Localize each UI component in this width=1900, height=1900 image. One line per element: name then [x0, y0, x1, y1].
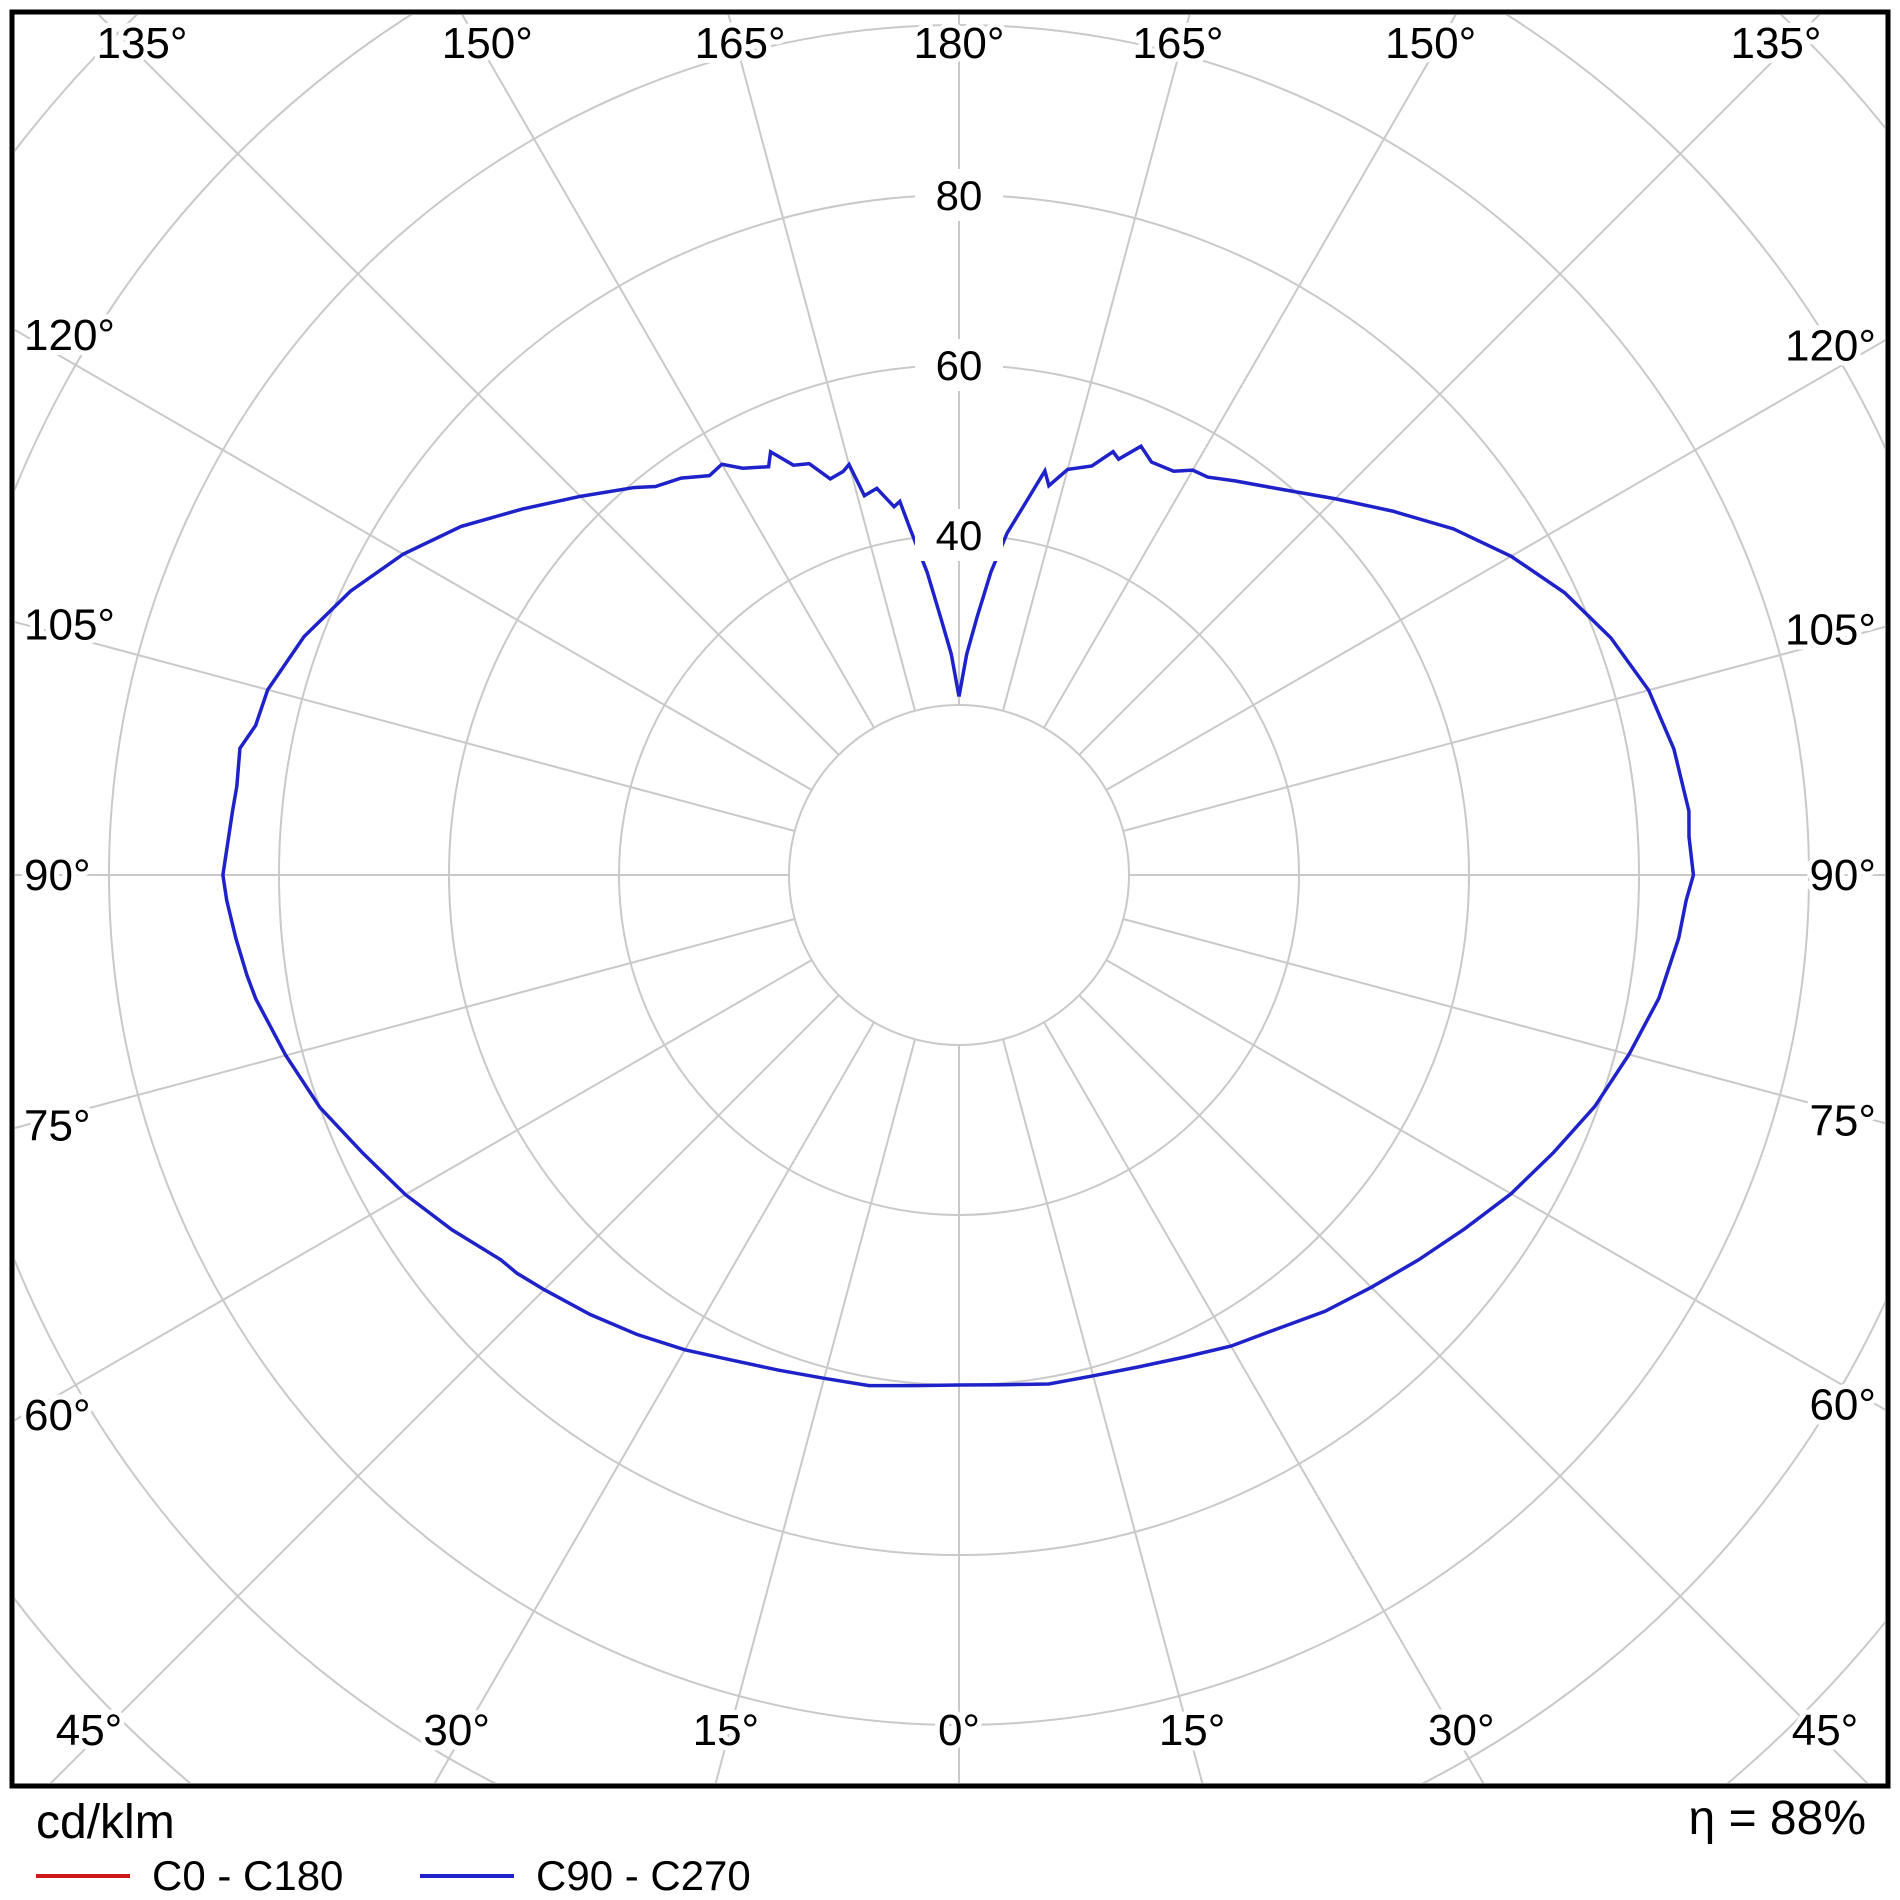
grid-spoke: [1122, 918, 1885, 1125]
angle-label-45-left: 45°: [56, 1706, 123, 1755]
grid-spoke: [1043, 15, 1457, 729]
angle-label-165-right: 165°: [1132, 19, 1223, 68]
unit-label: cd/klm: [36, 1796, 175, 1849]
angle-label-90-left: 90°: [24, 851, 91, 900]
angle-label-45-right: 45°: [1792, 1706, 1859, 1755]
angle-label-75-left: 75°: [24, 1102, 91, 1151]
chart-border: [9, 9, 1891, 1789]
intensity-curves: [221, 443, 1696, 1388]
grid-spoke: [15, 918, 796, 1129]
curve-C90-C270: [221, 443, 1696, 1388]
grid-spoke: [1043, 1021, 1485, 1783]
angle-label-105-right: 105°: [1785, 605, 1876, 654]
angle-label-150-left: 150°: [442, 19, 533, 68]
radial-label-mask: [915, 509, 1003, 561]
angle-label-105-left: 105°: [24, 600, 115, 649]
angle-label-30-right: 30°: [1428, 1706, 1495, 1755]
grid-spoke: [1002, 1038, 1204, 1783]
grid-spoke: [1078, 15, 1821, 756]
grid-spoke: [1122, 625, 1885, 832]
grid-spoke: [461, 15, 875, 729]
angle-label-0-right: 0°: [938, 1706, 980, 1755]
radial-label-40: 40: [936, 512, 983, 559]
angle-label-15-right: 15°: [1159, 1706, 1226, 1755]
grid-spoke: [714, 1038, 916, 1783]
grid-spoke: [727, 15, 916, 712]
angle-label-60-right: 60°: [1809, 1380, 1876, 1429]
axis-labels: 0° 180° 15° 15° 30° 30° 45° 45° 60° 60° 75° 75° 90° 9…: [19, 14, 1881, 1760]
angle-label-135-right: 135°: [1730, 19, 1821, 68]
radial-label-mask: [915, 169, 1003, 221]
grid-spoke: [15, 959, 813, 1422]
angle-label-60-left: 60°: [24, 1391, 91, 1440]
angle-label-165-left: 165°: [695, 19, 786, 68]
legend: C0 - C180 C90 - C270: [36, 1852, 751, 1899]
radial-label-mask: [915, 339, 1003, 391]
legend-label-c90-c270: C90 - C270: [536, 1852, 751, 1899]
grid-circle: [788, 704, 1130, 1046]
angle-label-150-right: 150°: [1385, 19, 1476, 68]
grid-spoke: [97, 15, 840, 756]
angle-label-120-right: 120°: [1785, 322, 1876, 371]
grid-spoke: [15, 328, 813, 791]
angle-label-180-right: 180°: [913, 19, 1004, 68]
grid-spoke: [49, 994, 840, 1783]
angle-label-15-left: 15°: [693, 1706, 760, 1755]
grid-spoke: [433, 1021, 875, 1783]
radial-label-80: 80: [936, 172, 983, 219]
radial-label-60: 60: [936, 342, 983, 389]
angle-label-90-right: 90°: [1809, 851, 1876, 900]
grid-spoke: [1105, 339, 1885, 791]
grid-spoke: [1078, 994, 1869, 1783]
grid-spoke: [1105, 959, 1885, 1411]
efficiency-label: η = 88%: [1689, 1792, 1866, 1845]
legend-label-c0-c180: C0 - C180: [152, 1852, 343, 1899]
grid-spoke: [1002, 15, 1191, 712]
angle-label-75-right: 75°: [1809, 1097, 1876, 1146]
angle-label-135-left: 135°: [96, 19, 187, 68]
angle-label-30-left: 30°: [423, 1706, 490, 1755]
angle-label-120-left: 120°: [24, 311, 115, 360]
grid-spoke: [15, 621, 796, 832]
